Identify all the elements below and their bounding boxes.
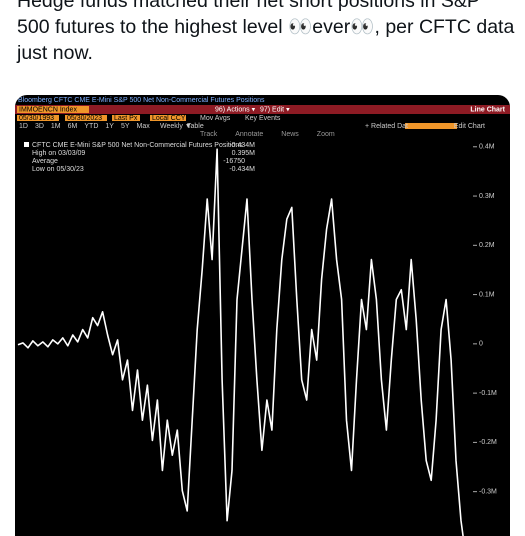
- related-box: [405, 123, 457, 129]
- data-line: [17, 148, 464, 536]
- y-tick-label: -0.1M: [479, 390, 497, 397]
- period-button[interactable]: 1Y: [105, 123, 114, 130]
- legend-last: -0.434M: [229, 142, 255, 149]
- y-tick-label: -0.3M: [479, 489, 497, 496]
- legend-label: Low on 05/30/23: [32, 166, 84, 173]
- view-name: Line Chart: [470, 106, 505, 113]
- y-tick-label: 0.1M: [479, 291, 495, 298]
- table-button[interactable]: Table: [187, 123, 204, 130]
- ticker-box: [17, 106, 89, 113]
- price-field[interactable]: Last Px: [114, 115, 138, 122]
- chart-title: Bloomberg CFTC CME E-Mini S&P 500 Net No…: [18, 97, 265, 104]
- tool-button[interactable]: Zoom: [317, 131, 335, 138]
- mov-avgs[interactable]: Mov Avgs: [200, 115, 231, 122]
- tool-button[interactable]: Track: [200, 131, 218, 138]
- date-box: [65, 115, 107, 121]
- period-button[interactable]: 6M: [68, 123, 78, 130]
- related-data[interactable]: + Related Dat: [365, 123, 408, 130]
- period-button[interactable]: Max: [137, 123, 151, 130]
- period-button[interactable]: 1D: [19, 123, 28, 130]
- legend-swatch: [24, 142, 29, 147]
- actions-menu[interactable]: 96) Actions ▾: [215, 106, 256, 113]
- y-tick-label: 0.3M: [479, 193, 495, 200]
- period-button[interactable]: 3D: [35, 123, 44, 130]
- tweet-line: just now.: [17, 42, 93, 64]
- legend-label: Average: [32, 158, 58, 165]
- frequency[interactable]: Weekly ▼: [160, 123, 192, 130]
- legend-name: CFTC CME E-Mini S&P 500 Net Non-Commerci…: [32, 142, 243, 149]
- tweet-text: Hedge funds matched their net short posi…: [17, 0, 517, 66]
- legend-value: 0.395M: [232, 150, 256, 157]
- toolbar-bar: [15, 105, 510, 114]
- y-tick-label: 0.4M: [479, 144, 495, 151]
- key-events[interactable]: Key Events: [245, 115, 281, 122]
- price-box: [112, 115, 140, 121]
- y-tick-label: 0.2M: [479, 242, 495, 249]
- chart: Bloomberg CFTC CME E-Mini S&P 500 Net No…: [15, 95, 510, 536]
- currency-box: [150, 115, 186, 121]
- edit-menu[interactable]: 97) Edit ▾: [260, 106, 290, 113]
- legend-value: -16750: [223, 158, 245, 165]
- chart-background: [15, 95, 510, 536]
- period-button[interactable]: 1M: [51, 123, 61, 130]
- y-tick-label: 0: [479, 341, 483, 348]
- date-box: [17, 115, 59, 121]
- period-button[interactable]: YTD: [84, 123, 98, 130]
- start-date[interactable]: 05/30/1993: [19, 115, 54, 122]
- currency-field[interactable]: Local CCY: [152, 115, 186, 122]
- tool-button[interactable]: Annotate: [235, 131, 263, 138]
- end-date[interactable]: 05/30/2023: [67, 115, 102, 122]
- period-button[interactable]: 5Y: [121, 123, 130, 130]
- legend-value: -0.434M: [229, 166, 255, 173]
- edit-chart[interactable]: Edit Chart: [454, 123, 485, 130]
- tweet-line: Hedge funds matched their net short posi…: [17, 0, 480, 12]
- y-tick-label: -0.2M: [479, 439, 497, 446]
- tweet-line: 500 futures to the highest level 👀ever👀,…: [17, 16, 515, 38]
- tool-button[interactable]: News: [281, 131, 299, 138]
- ticker: IMMOENCN Index: [19, 106, 77, 113]
- legend-label: High on 03/03/09: [32, 150, 85, 157]
